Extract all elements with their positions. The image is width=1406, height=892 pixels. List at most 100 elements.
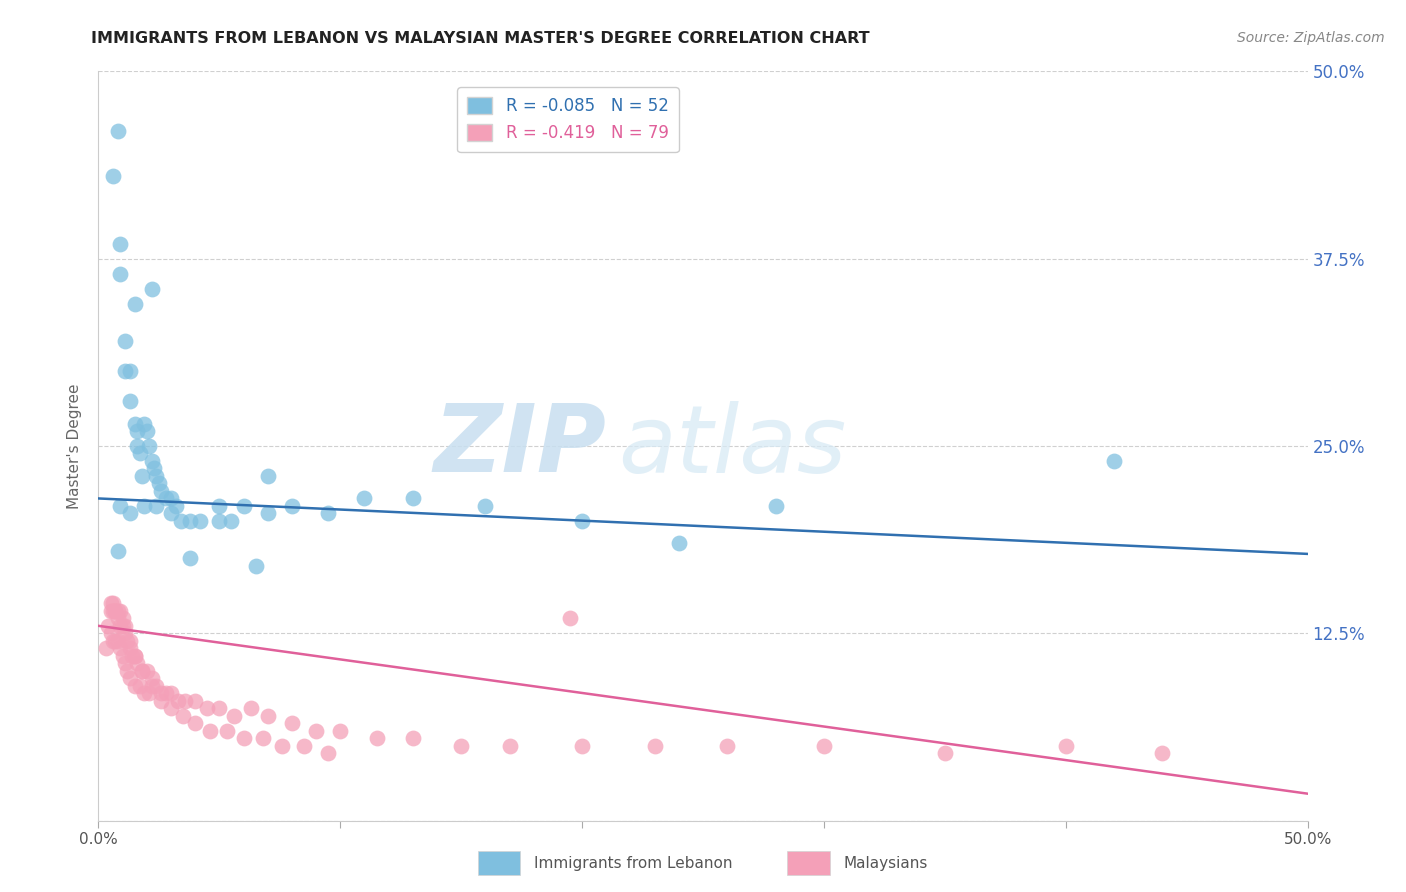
Point (118, 394, 141, 409)
Point (155, 686, 177, 700)
Point (222, 708, 245, 723)
Point (402, 491, 425, 506)
Point (131, 469, 153, 483)
Point (127, 439, 149, 453)
Point (100, 604, 122, 618)
Point (353, 491, 375, 506)
Point (117, 664, 139, 678)
Point (124, 679, 146, 693)
Point (208, 499, 231, 513)
Point (107, 604, 129, 618)
Point (644, 739, 666, 753)
Point (118, 671, 141, 685)
Point (114, 364, 136, 378)
Point (281, 499, 304, 513)
Point (571, 739, 593, 753)
Point (150, 686, 173, 700)
Point (101, 604, 124, 618)
Text: Source: ZipAtlas.com: Source: ZipAtlas.com (1237, 31, 1385, 45)
Point (184, 716, 207, 731)
Point (167, 694, 190, 708)
Point (104, 604, 127, 618)
Point (108, 619, 131, 633)
Point (179, 514, 201, 528)
Point (169, 514, 191, 528)
Point (141, 671, 163, 685)
Text: ZIP: ZIP (433, 400, 606, 492)
Point (160, 701, 183, 715)
Point (134, 499, 156, 513)
Point (160, 491, 183, 506)
Point (131, 664, 153, 678)
Point (271, 739, 294, 753)
Point (668, 536, 690, 550)
Point (198, 723, 221, 738)
Point (101, 633, 124, 648)
Point (184, 694, 207, 708)
Point (107, 611, 129, 625)
Point (281, 716, 304, 731)
Point (135, 664, 157, 678)
Point (131, 664, 153, 678)
Point (108, 267, 131, 281)
Point (104, 604, 127, 618)
Point (138, 686, 160, 700)
Point (118, 507, 141, 521)
Point (1102, 454, 1125, 468)
Bar (478, 851, 520, 875)
Point (97, 619, 120, 633)
Point (256, 708, 278, 723)
Point (134, 686, 156, 700)
Point (571, 514, 593, 528)
Point (188, 514, 211, 528)
Point (934, 746, 956, 760)
Point (128, 679, 150, 693)
Point (155, 491, 177, 506)
Point (305, 723, 328, 738)
Point (114, 334, 136, 348)
Point (135, 424, 157, 438)
Point (108, 499, 131, 513)
Point (94, 641, 117, 656)
Point (127, 657, 149, 671)
Point (118, 641, 141, 656)
Point (111, 648, 134, 663)
Point (1054, 739, 1077, 753)
Point (100, 596, 122, 610)
Point (239, 701, 262, 715)
Point (558, 611, 581, 625)
Point (316, 507, 339, 521)
Point (172, 708, 194, 723)
Point (160, 507, 183, 521)
Point (150, 694, 173, 708)
Point (316, 746, 339, 760)
Point (141, 282, 163, 296)
Point (107, 124, 129, 138)
Point (160, 686, 183, 700)
Point (232, 499, 254, 513)
Point (100, 626, 122, 640)
Text: IMMIGRANTS FROM LEBANON VS MALAYSIAN MASTER'S DEGREE CORRELATION CHART: IMMIGRANTS FROM LEBANON VS MALAYSIAN MAS… (91, 31, 870, 46)
Point (141, 679, 163, 693)
Point (121, 648, 143, 663)
Point (124, 648, 146, 663)
Point (138, 439, 160, 453)
Point (118, 364, 141, 378)
Point (108, 604, 131, 618)
Point (114, 626, 136, 640)
Text: atlas: atlas (619, 401, 846, 491)
Point (145, 499, 167, 513)
Point (107, 544, 129, 558)
Point (104, 633, 127, 648)
Point (108, 236, 131, 251)
Point (148, 476, 170, 491)
Point (124, 296, 146, 310)
Point (179, 551, 201, 566)
Point (716, 739, 738, 753)
Point (108, 641, 131, 656)
Point (1152, 746, 1174, 760)
Point (221, 514, 243, 528)
Point (150, 483, 173, 498)
Point (111, 619, 134, 633)
Point (141, 454, 163, 468)
